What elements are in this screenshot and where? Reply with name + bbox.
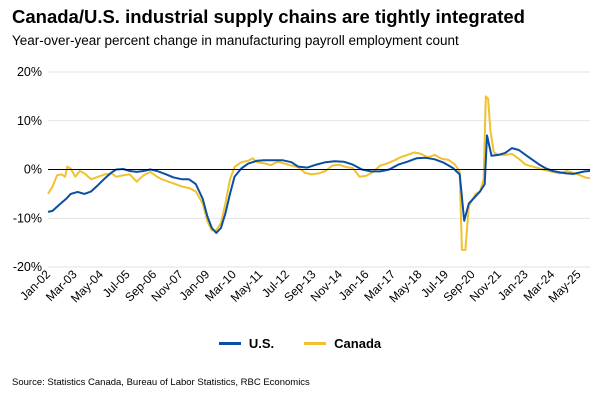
series-line-us [47, 134, 591, 234]
legend-item-canada: Canada [304, 336, 381, 351]
chart-legend: U.S. Canada [0, 336, 600, 351]
legend-swatch-us [218, 342, 241, 345]
line-chart: 20%10%0%-10%-20%Jan-02Mar-03May-04Jul-05… [13, 65, 591, 305]
chart-subtitle: Year-over-year percent change in manufac… [12, 33, 459, 48]
y-tick-label: 20% [17, 65, 42, 79]
chart-title: Canada/U.S. industrial supply chains are… [12, 6, 525, 27]
y-tick-label: -20% [13, 260, 42, 274]
source-note: Source: Statistics Canada, Bureau of Lab… [12, 377, 310, 388]
y-tick-label: 0% [24, 163, 42, 177]
legend-item-us: U.S. [218, 336, 275, 351]
legend-swatch-canada [304, 342, 327, 345]
legend-label-us: U.S. [248, 336, 275, 351]
y-tick-label: 10% [17, 114, 42, 128]
series-line-canada [47, 95, 591, 251]
legend-label-canada: Canada [334, 336, 382, 351]
y-tick-label: -10% [13, 211, 42, 225]
